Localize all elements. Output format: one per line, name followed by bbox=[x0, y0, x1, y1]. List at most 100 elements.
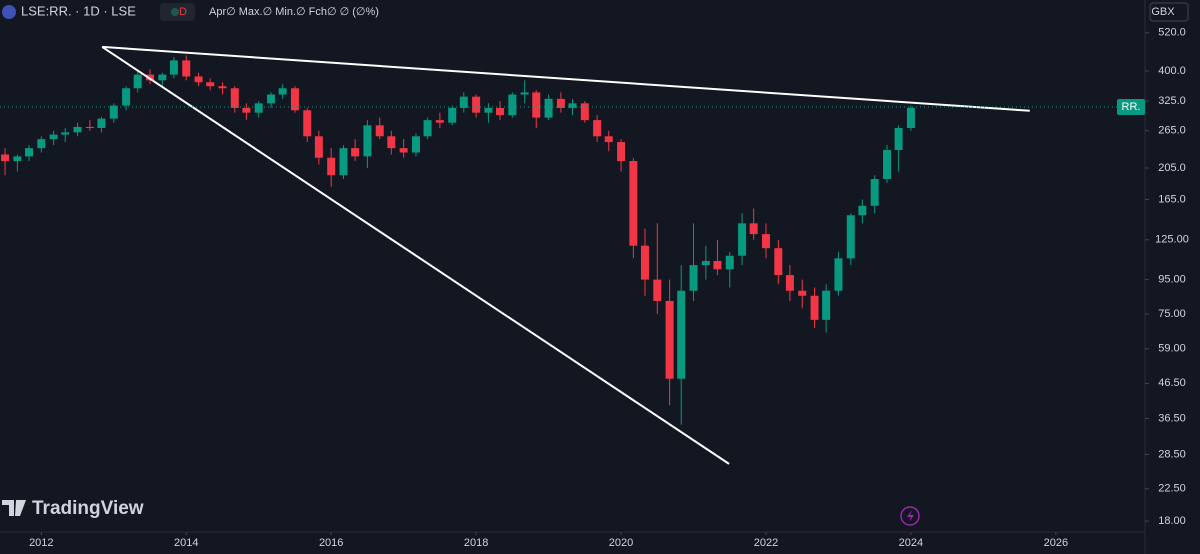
y-tick-label: 18.00 bbox=[1158, 515, 1186, 527]
symbol-icon[interactable] bbox=[2, 5, 16, 19]
trendline bbox=[102, 45, 1030, 112]
symbol[interactable]: LSE:RR. · 1D · LSE bbox=[21, 3, 136, 18]
candle-body bbox=[278, 88, 287, 95]
candle-body bbox=[24, 148, 33, 157]
candle-body bbox=[629, 161, 638, 246]
candle-body bbox=[194, 76, 203, 83]
candle-body bbox=[870, 178, 879, 206]
y-tick-label: 95.00 bbox=[1158, 274, 1186, 286]
candle-body bbox=[303, 110, 312, 137]
last-price-tag bbox=[1117, 98, 1145, 115]
candle-body bbox=[423, 120, 432, 137]
candle-body bbox=[375, 125, 384, 137]
x-tick-label: 2016 bbox=[319, 537, 343, 549]
event-icon[interactable] bbox=[900, 506, 920, 526]
candle-body bbox=[593, 120, 602, 137]
candle-body bbox=[97, 118, 106, 128]
y-tick-label: 46.50 bbox=[1158, 377, 1186, 389]
event-bolt bbox=[907, 510, 914, 522]
currency[interactable]: GBX bbox=[1151, 6, 1175, 18]
candle-body bbox=[822, 290, 831, 320]
candle-body bbox=[314, 136, 323, 158]
candle-body bbox=[665, 300, 674, 379]
candle-body bbox=[725, 255, 734, 270]
candle-body bbox=[749, 223, 758, 235]
candle-body bbox=[738, 223, 747, 256]
candle-body bbox=[653, 279, 662, 301]
candle-body bbox=[472, 96, 481, 113]
candle-body bbox=[532, 92, 541, 118]
y-tick-label: 22.50 bbox=[1158, 483, 1186, 495]
candle-body bbox=[169, 60, 178, 75]
candle-body bbox=[713, 261, 722, 270]
candle-body bbox=[146, 74, 155, 81]
candle-body bbox=[520, 92, 529, 95]
candle-body bbox=[73, 126, 82, 133]
candle-body bbox=[761, 234, 770, 249]
candle-body bbox=[133, 74, 142, 89]
candle-body bbox=[810, 295, 819, 320]
candle-body bbox=[267, 94, 276, 104]
candle-body bbox=[640, 245, 649, 280]
candle-body bbox=[448, 107, 457, 123]
candle-body bbox=[109, 105, 118, 119]
candle-body bbox=[387, 136, 396, 149]
candle-body bbox=[1, 154, 10, 162]
candle-body bbox=[242, 107, 251, 113]
candle-body bbox=[182, 60, 191, 77]
y-tick-label: 520.0 bbox=[1158, 27, 1186, 39]
candle-body bbox=[846, 215, 855, 259]
x-tick-label: 2022 bbox=[754, 537, 778, 549]
candle-body bbox=[604, 136, 613, 143]
x-tick-label: 2018 bbox=[464, 537, 488, 549]
candle-body bbox=[677, 290, 686, 379]
candle-body bbox=[568, 103, 577, 108]
candle-body bbox=[580, 103, 589, 121]
y-tick-label: 28.50 bbox=[1158, 448, 1186, 460]
logo: TradingView bbox=[32, 498, 144, 519]
candle-body bbox=[351, 148, 360, 157]
candle-body bbox=[785, 275, 794, 291]
x-tick-label: 2024 bbox=[899, 537, 923, 549]
candle-body bbox=[49, 134, 58, 140]
x-tick-label: 2026 bbox=[1044, 537, 1068, 549]
y-tick-label: 125.00 bbox=[1155, 234, 1189, 246]
candle-body bbox=[339, 148, 348, 176]
candle-body bbox=[689, 265, 698, 291]
y-tick-label: 205.0 bbox=[1158, 162, 1186, 174]
candle-body bbox=[544, 98, 553, 118]
candle-body bbox=[459, 96, 468, 108]
candle-body bbox=[858, 205, 867, 216]
plot-area bbox=[1, 45, 1030, 465]
logo-icon bbox=[2, 500, 26, 516]
candle-body bbox=[158, 74, 167, 81]
badge-bg[interactable] bbox=[160, 3, 195, 21]
candle-body bbox=[556, 98, 565, 108]
y-tick-label: 36.50 bbox=[1158, 412, 1186, 424]
y-tick-label: 400.0 bbox=[1158, 65, 1186, 77]
y-tick-label: 165.0 bbox=[1158, 193, 1186, 205]
ohlc-legend: Apr∅ Max.∅ Min.∅ Fch∅ ∅ (∅%) bbox=[209, 6, 379, 18]
candle-body bbox=[290, 88, 299, 111]
last-price-label: RR. bbox=[1122, 101, 1141, 113]
candle-body bbox=[85, 126, 94, 128]
candle-body bbox=[122, 88, 131, 106]
candle-body bbox=[230, 88, 239, 108]
candle-body bbox=[617, 142, 626, 162]
candle-body bbox=[206, 82, 215, 87]
y-tick-label: 59.00 bbox=[1158, 343, 1186, 355]
candle-body bbox=[798, 290, 807, 296]
candle-body bbox=[883, 150, 892, 179]
candle-body bbox=[906, 107, 915, 128]
candle-body bbox=[774, 248, 783, 276]
currency-box[interactable] bbox=[1149, 2, 1189, 22]
candle-body bbox=[254, 103, 263, 113]
y-tick-label: 75.00 bbox=[1158, 308, 1186, 320]
candle-body bbox=[61, 132, 70, 135]
candle-body bbox=[13, 156, 22, 162]
candle-body bbox=[411, 136, 420, 153]
candle-body bbox=[701, 261, 710, 266]
badge[interactable]: D bbox=[179, 6, 187, 18]
